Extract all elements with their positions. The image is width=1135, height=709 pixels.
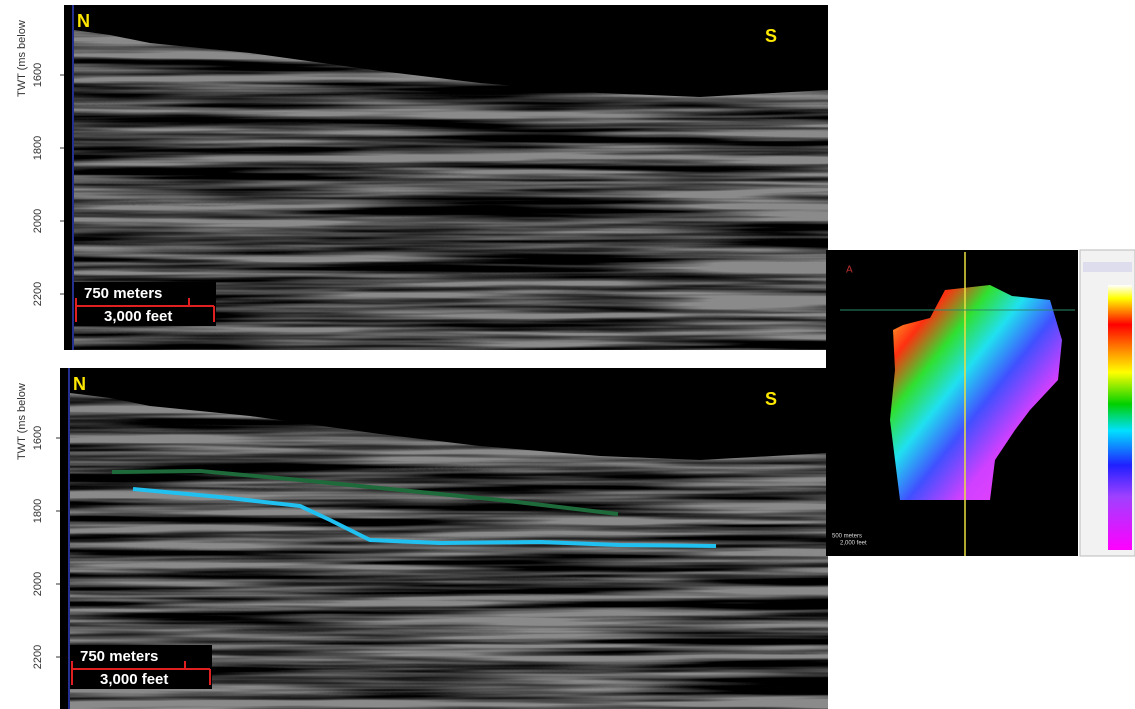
y-tick-label: 1600 bbox=[32, 426, 44, 450]
colorbar bbox=[1108, 285, 1132, 550]
axis-label: TWT (ms below bbox=[16, 383, 28, 460]
y-tick-label: 2200 bbox=[32, 645, 44, 669]
axis-strip bbox=[8, 5, 64, 350]
horizon-lower bbox=[132, 487, 717, 548]
map-marker: A bbox=[846, 265, 853, 276]
y-tick-label: 2000 bbox=[32, 209, 44, 233]
y-tick-label: 2000 bbox=[32, 572, 44, 596]
scale-label: 2,000 feet bbox=[840, 541, 867, 547]
y-tick-label: 1800 bbox=[32, 499, 44, 523]
compass-south: S bbox=[765, 389, 777, 409]
axis-label: TWT (ms below bbox=[16, 20, 28, 97]
data-void bbox=[74, 5, 828, 97]
compass-north: N bbox=[77, 11, 90, 31]
data-void bbox=[70, 368, 828, 460]
scale-label: 750 meters bbox=[84, 285, 162, 302]
scale-label: 3,000 feet bbox=[104, 308, 172, 325]
trace-edge bbox=[60, 368, 70, 709]
horizon-map bbox=[890, 285, 1062, 500]
axis-strip bbox=[8, 368, 60, 709]
seismic-panel: TWT (ms below 1600 1800 2000 2200 N S 750 meter… bbox=[8, 5, 828, 350]
seismic-panels: TWT (ms below 1600 1800 2000 2200 N S 750 meter… bbox=[8, 5, 828, 709]
trace-edge bbox=[64, 5, 74, 350]
toolbar bbox=[1083, 262, 1132, 272]
y-tick-label: 2200 bbox=[32, 282, 44, 306]
scale-box bbox=[70, 645, 212, 689]
y-tick-label: 1600 bbox=[32, 63, 44, 87]
compass-south: S bbox=[765, 26, 777, 46]
scale-box bbox=[74, 282, 216, 326]
scale-label: 750 meters bbox=[80, 648, 158, 665]
seismic-panel: TWT (ms below 1600 1800 2000 2200 N S 750 meter… bbox=[8, 368, 828, 709]
y-tick-label: 1800 bbox=[32, 136, 44, 160]
scale-bar bbox=[75, 298, 215, 322]
compass-north: N bbox=[73, 374, 86, 394]
scale-label: 3,000 feet bbox=[100, 671, 168, 688]
scale-label: 500 meters bbox=[832, 534, 862, 540]
horizon-upper bbox=[111, 468, 619, 516]
map-inset: A 500 meters 2,000 feet bbox=[826, 249, 1135, 557]
scale-bar bbox=[71, 661, 211, 685]
